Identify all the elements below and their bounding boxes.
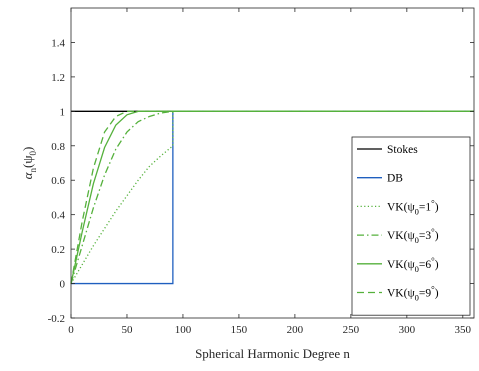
legend-label: VK(ψ0=6°) [387,256,439,274]
legend-item-2: DB [357,173,403,185]
series-line-4 [70,110,474,284]
y-tick-label: 0.6 [51,175,65,187]
legend-label: DB [387,173,403,185]
legend-label: VK(ψ0=3°) [387,227,439,245]
x-tick-label: 150 [231,324,248,336]
legend-item-6: VK(ψ0=9°) [357,285,439,303]
y-axis-label-sub: n [28,167,38,172]
y-tick-label: 1.4 [51,37,65,49]
series-line-6 [70,110,474,284]
y-tick-label: 0.8 [51,141,65,153]
y-axis: -0.2 0 0.2 0.4 0.6 0.8 1 1.2 1.4 [48,37,474,325]
series-layer [70,110,474,285]
plot-frame [70,7,475,319]
legend-item-4: VK(ψ0=3°) [357,227,439,245]
legend-label: VK(ψ0=1°) [387,198,439,216]
y-tick-label: 0 [60,279,66,291]
y-axis-label-main: α [20,171,35,179]
y-axis-label-paren-sub: 0 [28,151,38,156]
x-axis-label: Spherical Harmonic Degree n [195,346,350,361]
legend-item-1: Stokes [357,144,418,156]
y-tick-label: -0.2 [48,313,65,325]
legend-item-5: VK(ψ0=6°) [357,256,439,274]
y-tick-label: 1.2 [51,72,65,84]
y-tick-label: 0.2 [51,244,65,256]
legend-label: Stokes [387,144,418,156]
legend-box [351,136,471,316]
x-tick-label: 50 [121,324,133,336]
legend-items: Stokes DB VK(ψ0=1°) VK(ψ0=3°) VK(ψ0=6°) VK(ψ0… [357,144,439,303]
legend-label: VK(ψ0=9°) [387,285,439,303]
x-tick-label: 250 [343,324,360,336]
x-tick-label: 100 [175,324,192,336]
y-axis-label-paren-open: (ψ [20,156,35,168]
x-tick-label: 200 [287,324,304,336]
x-tick-label: 350 [455,324,472,336]
x-tick-label: 0 [68,324,74,336]
legend-item-3: VK(ψ0=1°) [357,198,439,216]
series-line-3 [70,110,474,284]
y-axis-label: αn(ψ0) [20,147,38,180]
x-axis: 0 50 100 150 200 250 300 350 [68,8,472,336]
y-axis-label-paren-close: ) [20,147,35,151]
x-tick-label: 300 [399,324,416,336]
y-tick-label: 0.4 [51,210,65,222]
legend: Stokes DB VK(ψ0=1°) VK(ψ0=3°) VK(ψ0=6°) VK(ψ0… [351,136,471,316]
y-tick-label: 1 [60,106,66,118]
